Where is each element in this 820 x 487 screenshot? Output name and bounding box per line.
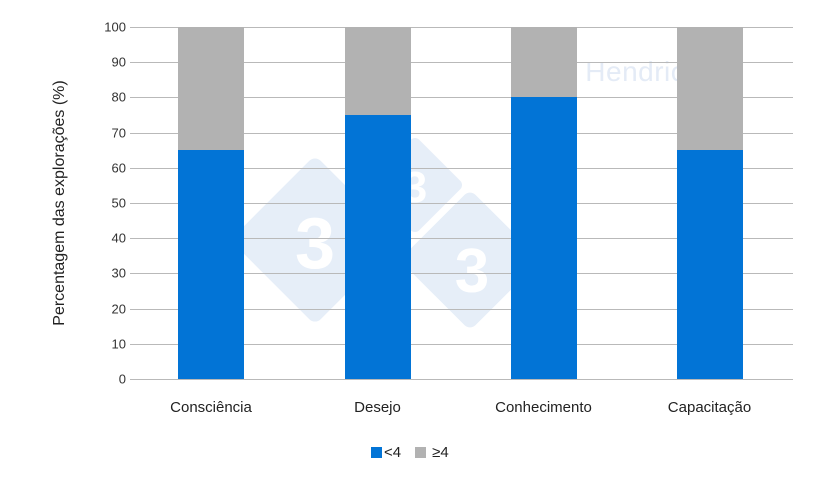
y-tick-label: 30 xyxy=(111,265,126,281)
svg-text:3: 3 xyxy=(295,204,335,284)
gridline xyxy=(130,133,793,134)
gridline xyxy=(130,203,793,204)
legend-swatch-icon xyxy=(415,447,427,458)
y-tick-label: 50 xyxy=(111,195,126,211)
y-tick-label: 100 xyxy=(104,19,126,35)
bar-segment xyxy=(676,27,743,151)
y-tick-label: 40 xyxy=(111,230,126,246)
y-axis-label: Percentagem das explorações (%) xyxy=(51,80,68,326)
legend-label: ≥4 xyxy=(432,444,449,461)
y-tick-label: 20 xyxy=(111,301,126,317)
gridline xyxy=(130,27,793,28)
y-tick-label: 70 xyxy=(111,125,126,141)
x-category-label: Conhecimento xyxy=(495,399,592,416)
bar-segment xyxy=(178,27,244,151)
x-category-label: Consciência xyxy=(170,399,252,416)
bar-segment xyxy=(344,27,411,115)
gridline xyxy=(130,168,793,169)
legend-item-lt4: <4 xyxy=(371,444,401,461)
bar-segment xyxy=(178,150,244,379)
bar-segment xyxy=(676,150,743,379)
gridline xyxy=(130,238,793,239)
y-tick-label: 80 xyxy=(111,89,126,105)
legend-item-gte4: ≥4 xyxy=(415,444,449,461)
gridline xyxy=(130,379,793,380)
legend-swatch-icon xyxy=(371,447,382,458)
gridline xyxy=(130,344,793,345)
bar-segment xyxy=(510,27,577,98)
gridline xyxy=(130,309,793,310)
x-category-label: Capacitação xyxy=(667,399,752,416)
y-tick-label: 60 xyxy=(111,160,126,176)
bar-segment xyxy=(510,97,577,379)
y-tick-label: 10 xyxy=(111,336,126,352)
y-tick-label: 90 xyxy=(111,54,126,70)
gridline xyxy=(130,97,793,98)
svg-text:3: 3 xyxy=(455,237,489,306)
bar-segment xyxy=(344,115,411,379)
gridline xyxy=(130,273,793,274)
gridline xyxy=(130,62,793,63)
legend-label: <4 xyxy=(384,444,402,461)
legend: <4 ≥4 xyxy=(371,444,463,461)
y-tick-label: 0 xyxy=(118,371,126,387)
x-category-label: Desejo xyxy=(354,399,401,416)
